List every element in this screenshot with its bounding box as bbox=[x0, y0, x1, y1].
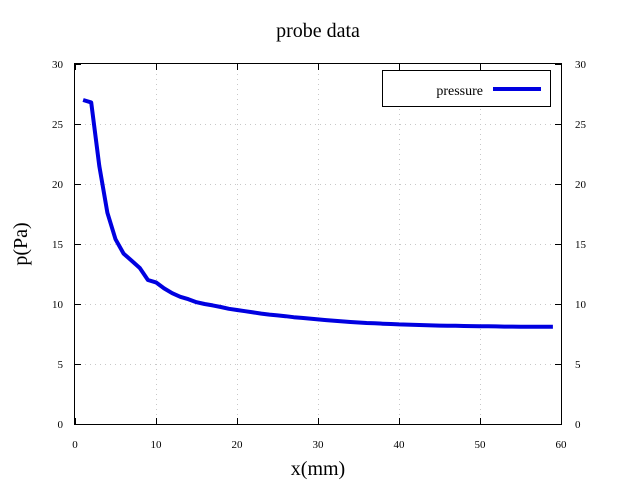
x-tick-label: 40 bbox=[394, 439, 406, 451]
grid-layer bbox=[75, 64, 561, 424]
y2-tick-label: 20 bbox=[575, 179, 587, 191]
y2-tick-label: 15 bbox=[575, 239, 587, 251]
labels-layer: 0 10 20 30 40 50 60 0 5 10 15 20 25 30 0 5 10 15 20 25 30 bbox=[52, 59, 587, 451]
x-tick-label: 30 bbox=[313, 439, 325, 451]
ticks-layer bbox=[75, 64, 562, 425]
x-tick-label: 0 bbox=[72, 439, 78, 451]
y-tick-label: 15 bbox=[52, 239, 64, 251]
y2-tick-label: 30 bbox=[575, 59, 587, 71]
y-tick-label: 25 bbox=[52, 119, 64, 131]
y2-tick-label: 25 bbox=[575, 119, 587, 131]
x-tick-label: 20 bbox=[232, 439, 244, 451]
x-tick-label: 60 bbox=[556, 439, 568, 451]
y2-tick-label: 0 bbox=[575, 419, 581, 431]
y-tick-label: 0 bbox=[58, 419, 64, 431]
x-tick-label: 50 bbox=[475, 439, 487, 451]
series-layer bbox=[82, 98, 553, 329]
legend-label-pressure: pressure bbox=[436, 84, 483, 99]
y2-tick-label: 10 bbox=[575, 299, 587, 311]
plot-frame bbox=[74, 63, 562, 425]
chart-title: probe data bbox=[276, 20, 360, 42]
x-axis-title: x(mm) bbox=[291, 458, 345, 480]
x-tick-label: 10 bbox=[151, 439, 163, 451]
y-tick-label: 20 bbox=[52, 179, 64, 191]
y-tick-label: 10 bbox=[52, 299, 64, 311]
series-line-pressure bbox=[82, 98, 553, 329]
y2-tick-label: 5 bbox=[575, 359, 581, 371]
legend: pressure bbox=[382, 70, 551, 107]
y-tick-label: 30 bbox=[52, 59, 64, 71]
y-tick-label: 5 bbox=[58, 359, 64, 371]
y-axis-title: p(Pa) bbox=[10, 222, 32, 265]
